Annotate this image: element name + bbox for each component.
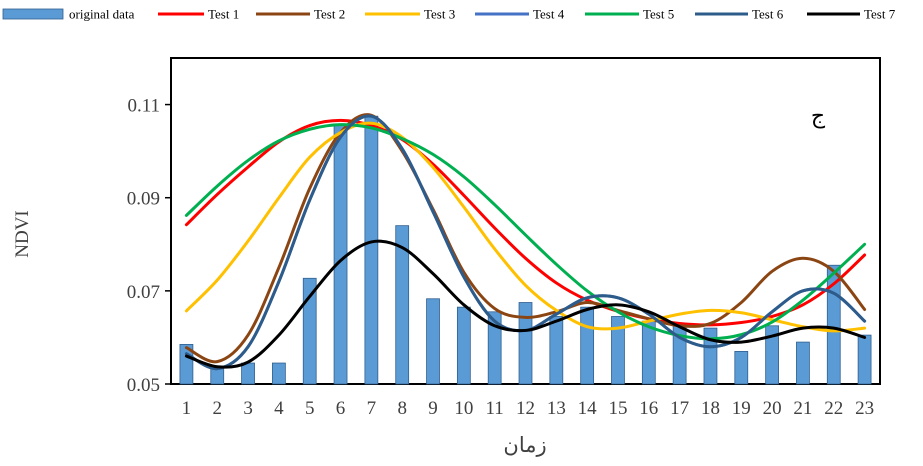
bar-series xyxy=(179,115,872,385)
y-axis-title: NDVI xyxy=(12,210,33,258)
x-tick-label: 21 xyxy=(793,398,812,419)
x-tick-label: 6 xyxy=(336,398,346,419)
bar-original-data-18 xyxy=(703,327,718,385)
line-test-1 xyxy=(184,118,867,327)
x-tick-label: 14 xyxy=(578,398,598,419)
x-tick-label: 17 xyxy=(670,398,689,419)
bar-original-data-23 xyxy=(857,334,872,385)
x-tick-label: 22 xyxy=(824,398,843,419)
x-tick-label: 11 xyxy=(486,398,504,419)
line-test-3 xyxy=(184,121,867,333)
bar-original-data-7 xyxy=(364,115,379,385)
bar-original-data-20 xyxy=(765,325,779,385)
x-tick-label: 19 xyxy=(732,398,751,419)
bar-original-data-12 xyxy=(518,302,533,385)
x-tick-label: 1 xyxy=(182,398,192,419)
legend-label-test-2: Test 2 xyxy=(314,7,345,22)
bar-original-data-5 xyxy=(302,277,317,385)
y-tick-label: 0.11 xyxy=(127,96,160,117)
bar-original-data-19 xyxy=(734,350,749,385)
plot-annotation: ج xyxy=(811,104,826,129)
bar-original-data-4 xyxy=(272,362,286,385)
y-tick-label: 0.09 xyxy=(127,189,160,210)
x-axis-ticks: 1 2 3 4 5 6 7 8 9 10 11 12 13 14 15 16 17 18 19 20 21 22 23 xyxy=(182,398,874,419)
x-tick-label: 4 xyxy=(274,398,284,419)
x-tick-label: 5 xyxy=(305,398,315,419)
x-tick-label: 18 xyxy=(701,398,720,419)
bar-original-data-10 xyxy=(456,306,471,385)
bar-original-data-15 xyxy=(611,316,625,385)
bar-original-data-11 xyxy=(487,311,502,385)
x-tick-label: 20 xyxy=(763,398,782,419)
legend: original data Test 1 Test 2 Test 3 Test 4 Tes… xyxy=(2,7,896,22)
bar-original-data-16 xyxy=(641,320,656,385)
x-axis-title: زمان xyxy=(503,433,546,457)
legend-label-test-4: Test 4 xyxy=(533,7,565,22)
x-tick-label: 23 xyxy=(855,398,874,419)
bar-original-data-14 xyxy=(580,306,595,385)
x-tick-label: 10 xyxy=(454,398,473,419)
y-axis-ticks: 0.05 0.07 0.09 0.11 xyxy=(127,96,171,396)
x-tick-label: 12 xyxy=(516,398,535,419)
line-series xyxy=(184,113,867,371)
bar-original-data-3 xyxy=(241,362,255,385)
x-tick-label: 3 xyxy=(243,398,253,419)
x-tick-label: 8 xyxy=(397,398,407,419)
legend-label-test-7: Test 7 xyxy=(864,7,896,22)
line-test-7 xyxy=(184,239,867,369)
x-tick-label: 9 xyxy=(428,398,438,419)
legend-label-test-6: Test 6 xyxy=(752,7,784,22)
bar-original-data-2 xyxy=(210,367,225,385)
legend-swatch-original-data xyxy=(2,8,64,20)
y-tick-label: 0.05 xyxy=(127,375,160,396)
x-tick-label: 13 xyxy=(547,398,566,419)
x-tick-label: 15 xyxy=(608,398,627,419)
legend-label-test-5: Test 5 xyxy=(643,7,674,22)
x-tick-label: 2 xyxy=(212,398,222,419)
x-tick-label: 16 xyxy=(639,398,658,419)
bar-original-data-6 xyxy=(333,125,348,385)
x-tick-label: 7 xyxy=(367,398,377,419)
legend-label-test-3: Test 3 xyxy=(424,7,455,22)
bar-original-data-13 xyxy=(549,316,564,385)
bar-original-data-9 xyxy=(426,298,440,385)
line-test-2 xyxy=(184,113,867,364)
y-tick-label: 0.07 xyxy=(127,282,160,303)
bar-original-data-8 xyxy=(395,225,410,385)
bar-original-data-21 xyxy=(796,341,810,385)
legend-label-test-1: Test 1 xyxy=(208,7,239,22)
legend-label-original-data: original data xyxy=(69,7,135,22)
